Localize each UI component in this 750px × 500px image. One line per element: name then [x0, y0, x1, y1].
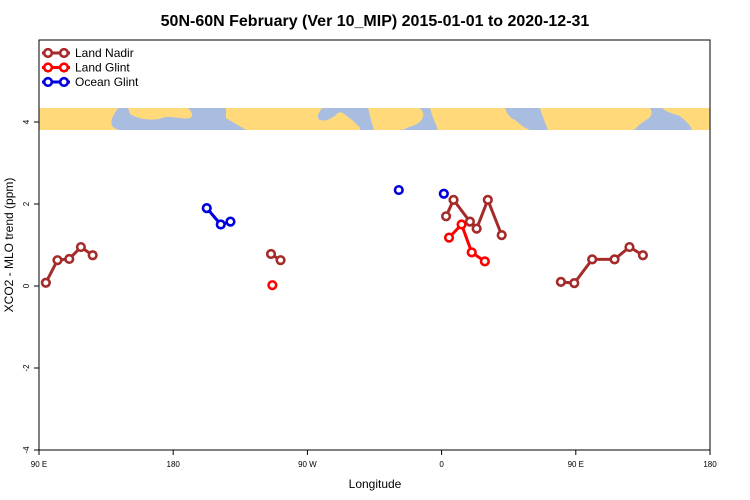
data-point	[64, 253, 75, 265]
y-axis-label: XCO2 - MLO trend (ppm)	[2, 178, 16, 313]
x-tick-label: 90 W	[298, 460, 317, 469]
y-tick-label: 4	[22, 119, 31, 124]
data-point	[466, 247, 477, 258]
legend-label: Land Glint	[75, 61, 130, 75]
series-line-segment	[208, 210, 220, 223]
data-point	[440, 211, 452, 222]
series-line-segment	[474, 253, 483, 261]
data-point	[609, 254, 620, 265]
series-line-segment	[631, 247, 641, 255]
data-point	[624, 241, 635, 253]
data-point	[267, 280, 278, 291]
series-land-glint	[267, 219, 490, 291]
series-line-segment	[70, 248, 80, 258]
series-line-segment	[487, 202, 502, 233]
data-point	[496, 230, 507, 241]
x-tick-label: 90 E	[568, 460, 584, 469]
data-point	[456, 219, 467, 230]
x-tick-label: 0	[439, 460, 444, 469]
data-point	[87, 250, 98, 261]
series-line-segment	[46, 262, 58, 281]
data-point	[40, 277, 51, 288]
data-point	[471, 223, 482, 234]
data-point	[464, 216, 476, 227]
series-layer	[40, 184, 649, 291]
data-point	[215, 219, 226, 230]
data-point	[555, 276, 566, 288]
x-tick-label: 180	[167, 460, 181, 469]
data-point	[443, 232, 455, 243]
data-point	[438, 188, 449, 199]
legend-item-land-glint: Land Glint	[42, 61, 130, 75]
data-point	[448, 194, 459, 205]
series-ocean-glint	[201, 184, 449, 230]
data-point	[75, 241, 87, 253]
chart-title: 50N-60N February (Ver 10_MIP) 2015-01-01…	[161, 13, 590, 30]
legend-label: Land Nadir	[75, 46, 134, 60]
x-tick-label: 180	[703, 460, 717, 469]
data-point	[393, 184, 404, 196]
data-point	[275, 255, 286, 266]
series-line-segment	[450, 226, 461, 236]
x-axis-label: Longitude	[349, 477, 402, 491]
data-point	[201, 203, 212, 214]
legend-marker	[42, 76, 54, 88]
y-tick-label: -4	[22, 446, 31, 454]
series-line-segment	[461, 227, 472, 250]
legend-marker	[58, 76, 70, 88]
series-line-segment	[446, 202, 454, 214]
legend-marker	[42, 47, 54, 59]
data-point	[637, 250, 649, 261]
legend-marker	[42, 62, 54, 73]
legend-marker	[58, 62, 70, 73]
series-line-segment	[575, 261, 592, 281]
series-line-segment	[616, 248, 628, 259]
legend-label: Ocean Glint	[75, 75, 139, 89]
x-axis: 90 E 180 90 W 0 90 E 180	[31, 450, 717, 469]
legend-item-ocean-glint: Ocean Glint	[42, 75, 139, 89]
series-line-segment	[454, 202, 469, 220]
plot-frame	[38, 39, 711, 451]
y-tick-label: 0	[22, 283, 31, 288]
data-point	[569, 278, 580, 289]
y-tick-label: -2	[22, 364, 31, 372]
data-point	[482, 194, 493, 205]
y-axis: -4 -2 0 2 4	[22, 119, 39, 454]
data-point	[265, 248, 277, 260]
x-tick-label: 90 E	[31, 460, 47, 469]
data-point	[52, 255, 63, 266]
world-map-strip	[39, 108, 710, 130]
data-point	[587, 254, 598, 265]
data-point	[479, 256, 490, 267]
y-tick-label: 2	[22, 201, 31, 206]
legend-item-land-nadir: Land Nadir	[42, 46, 134, 60]
data-point	[225, 216, 236, 227]
legend-marker	[58, 47, 70, 59]
series-land-nadir	[40, 194, 649, 289]
series-line-segment	[476, 202, 488, 226]
